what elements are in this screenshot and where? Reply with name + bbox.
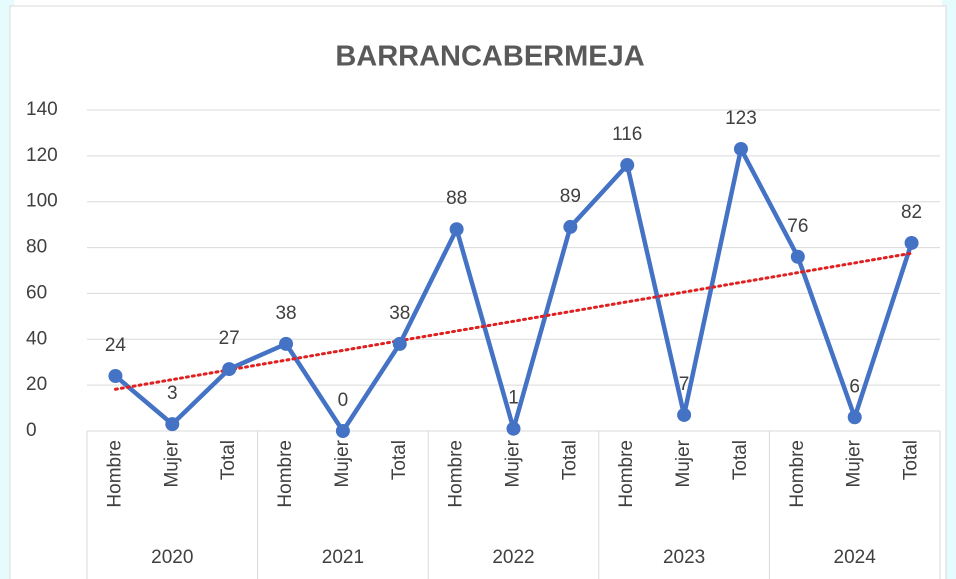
marker [108, 368, 123, 383]
marker [222, 362, 237, 377]
data-label: 7 [679, 374, 690, 395]
x-tick-label: Mujer [844, 439, 865, 487]
data-label: 89 [560, 186, 581, 207]
y-tick-label: 80 [26, 237, 47, 258]
y-tick-label: 100 [26, 191, 58, 212]
y-tick-label: 140 [26, 99, 58, 120]
x-tick-label: Total [389, 440, 410, 480]
marker [279, 336, 294, 351]
x-tick-label: Total [730, 440, 751, 480]
group-label: 2021 [322, 547, 364, 568]
y-tick-label: 40 [26, 328, 47, 349]
trendline [113, 251, 914, 391]
data-label: 24 [105, 335, 127, 356]
group-label: 2022 [492, 547, 534, 568]
data-label: 0 [338, 390, 349, 411]
y-tick-label: 60 [26, 282, 47, 303]
x-tick-label: Mujer [503, 439, 524, 487]
marker [165, 417, 180, 432]
x-tick-label: Total [559, 440, 580, 480]
data-label: 76 [787, 216, 808, 237]
marker [563, 219, 578, 234]
marker [790, 249, 805, 264]
y-tick-label: 120 [26, 145, 58, 166]
data-label: 27 [219, 328, 240, 349]
x-tick-label: Total [218, 440, 239, 480]
x-tick-label: Hombre [275, 440, 296, 508]
data-label: 123 [725, 108, 757, 129]
x-tick-label: Hombre [616, 440, 637, 508]
marker [449, 222, 464, 237]
marker [847, 410, 862, 425]
x-tick-label: Mujer [332, 439, 353, 487]
x-tick-label: Hombre [446, 440, 467, 508]
group-label: 2020 [151, 547, 193, 568]
x-tick-label: Mujer [161, 439, 182, 487]
x-tick-label: Mujer [673, 439, 694, 487]
group-label: 2024 [834, 547, 877, 568]
data-label: 88 [446, 188, 467, 209]
marker [620, 158, 635, 173]
chart-area [9, 5, 947, 579]
marker [335, 424, 350, 438]
y-tick-label: 20 [26, 374, 47, 395]
data-label: 1 [508, 388, 519, 409]
x-tick-label: Total [901, 440, 922, 480]
x-tick-label: Hombre [787, 440, 808, 508]
marker [677, 407, 692, 422]
data-label: 82 [901, 202, 922, 223]
y-tick-label: 0 [26, 420, 37, 441]
marker [904, 235, 919, 250]
marker [733, 141, 748, 156]
x-tick-label: Hombre [104, 440, 125, 508]
marker [392, 336, 407, 351]
group-label: 2023 [663, 547, 705, 568]
data-label: 6 [849, 376, 860, 397]
data-label: 116 [612, 124, 642, 145]
data-label: 38 [275, 303, 296, 324]
chart-title: BARRANCABERMEJA [335, 41, 644, 73]
data-label: 38 [389, 303, 410, 324]
data-label: 3 [167, 383, 178, 404]
marker [506, 421, 521, 436]
